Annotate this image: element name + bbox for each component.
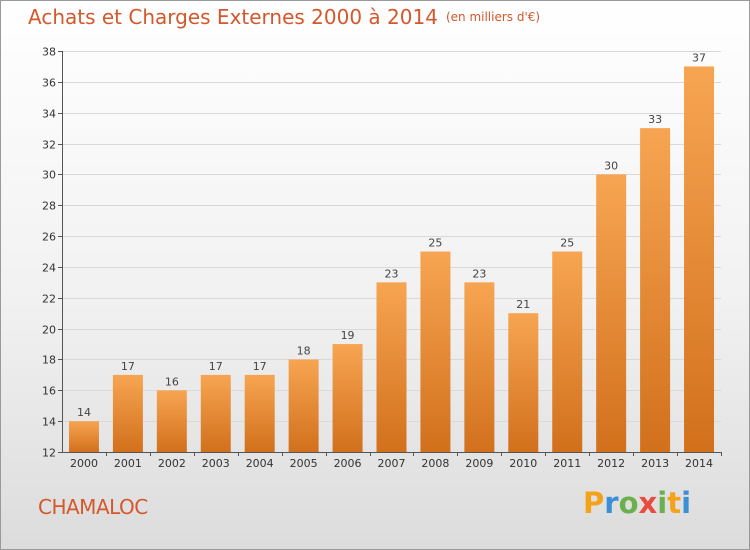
- bar-2011: [552, 251, 583, 452]
- bar-2009: [464, 282, 495, 452]
- x-tick-label: 2009: [465, 457, 493, 470]
- bar-2007: [376, 282, 407, 452]
- chart-title: Achats et Charges Externes 2000 à 2014 (e…: [28, 5, 540, 29]
- y-tick-label: 12: [42, 447, 56, 460]
- bar-2010: [508, 313, 539, 452]
- x-tick-label: 2006: [334, 457, 362, 470]
- chart-subtitle: (en milliers d'€): [445, 10, 541, 24]
- x-tick-label: 2012: [597, 457, 625, 470]
- x-tick-label: 2001: [114, 457, 142, 470]
- data-label-2007: 23: [385, 267, 399, 280]
- x-tick-label: 2010: [509, 457, 537, 470]
- y-tick-label: 22: [42, 293, 56, 306]
- logo-letter: r: [604, 486, 619, 520]
- x-tick-label: 2002: [158, 457, 186, 470]
- y-tick-label: 38: [42, 46, 56, 59]
- y-tick-label: 24: [42, 262, 56, 275]
- y-tick-label: 16: [42, 385, 56, 398]
- bar-2004: [244, 374, 275, 452]
- x-tick-label: 2008: [421, 457, 449, 470]
- y-tick-label: 28: [42, 200, 56, 213]
- city-name: CHAMALOC: [38, 495, 148, 519]
- y-tick-label: 30: [42, 169, 56, 182]
- logo-letter: o: [618, 486, 639, 520]
- bar-2008: [420, 251, 451, 452]
- x-tick-label: 2007: [378, 457, 406, 470]
- data-label-2000: 14: [77, 406, 91, 419]
- logo-letter: P: [583, 486, 605, 520]
- data-label-2010: 21: [516, 298, 530, 311]
- data-label-2002: 16: [165, 375, 179, 388]
- bar-2014: [684, 66, 715, 452]
- bar-2000: [68, 421, 99, 452]
- bar-2001: [112, 374, 143, 452]
- y-tick-label: 20: [42, 324, 56, 337]
- data-label-2009: 23: [472, 267, 486, 280]
- logo-letter: i: [681, 486, 692, 520]
- logo-letter: x: [638, 486, 658, 520]
- data-label-2005: 18: [297, 344, 311, 357]
- bar-2012: [596, 174, 627, 452]
- bar-2013: [640, 128, 671, 452]
- y-tick-label: 34: [42, 108, 56, 121]
- logo-letter: t: [667, 486, 682, 520]
- y-tick-label: 14: [42, 416, 56, 429]
- chart-title-text: Achats et Charges Externes 2000 à 2014: [28, 5, 438, 29]
- data-label-2008: 25: [428, 237, 442, 250]
- labels: 12 14 16 18 20 22 24 26 28 30 32 34 36 38 14 2000 17 2001…: [42, 46, 713, 471]
- data-label-2003: 17: [209, 360, 223, 373]
- data-label-2011: 25: [560, 237, 574, 250]
- x-tick-label: 2000: [70, 457, 98, 470]
- bar-2006: [332, 344, 363, 452]
- bar-2002: [156, 390, 187, 452]
- bars: [68, 66, 715, 452]
- logo-letter: i: [657, 486, 668, 520]
- bar-2005: [288, 359, 319, 452]
- x-tick-label: 2011: [553, 457, 581, 470]
- data-label-2014: 37: [692, 51, 706, 64]
- x-tick-label: 2013: [641, 457, 669, 470]
- y-tick-label: 36: [42, 77, 56, 90]
- y-tick-label: 26: [42, 231, 56, 244]
- x-tick-label: 2005: [290, 457, 318, 470]
- data-label-2012: 30: [604, 159, 618, 172]
- x-tick-label: 2014: [685, 457, 713, 470]
- data-label-2013: 33: [648, 113, 662, 126]
- y-tick-label: 32: [42, 139, 56, 152]
- x-tick-label: 2003: [202, 457, 230, 470]
- data-label-2001: 17: [121, 360, 135, 373]
- data-label-2004: 17: [253, 360, 267, 373]
- y-tick-label: 18: [42, 354, 56, 367]
- axes: [58, 51, 722, 456]
- data-label-2006: 19: [341, 329, 355, 342]
- x-tick-label: 2004: [246, 457, 274, 470]
- bar-2003: [200, 374, 231, 452]
- proxiti-logo: Proxiti: [583, 486, 691, 520]
